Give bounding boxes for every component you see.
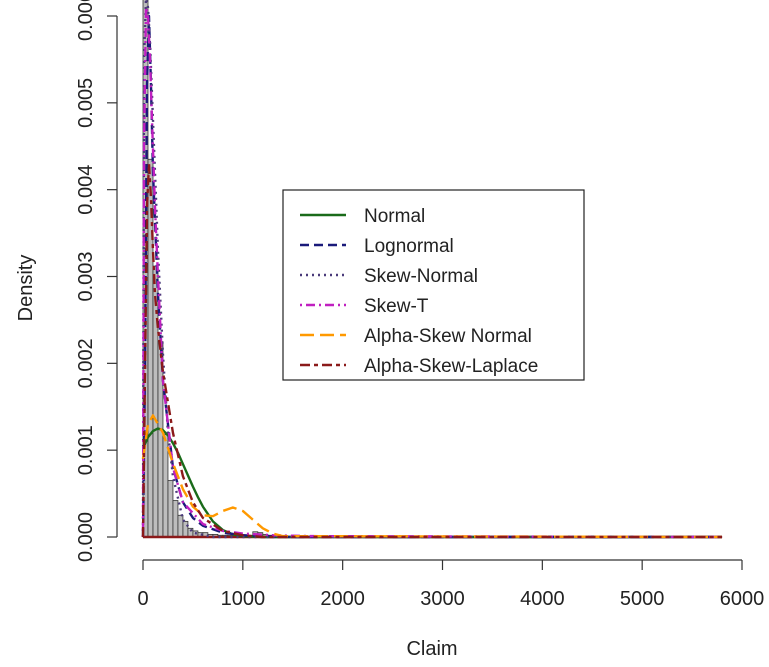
y-tick-label: 0.006	[75, 0, 97, 41]
density-curve-skew-t	[141, 6, 723, 539]
density-curve-skew-normal	[141, 0, 723, 539]
density-curve-alpha-skew-laplace	[141, 162, 723, 539]
histogram-bar	[177, 514, 184, 538]
legend-label: Skew-T	[364, 296, 429, 317]
x-tick-label: 3000	[420, 588, 465, 610]
density-curve-normal	[141, 427, 723, 539]
legend-label: Lognormal	[364, 236, 454, 257]
x-axis-label: Claim	[406, 638, 457, 660]
y-tick-label: 0.003	[75, 251, 97, 301]
legend-label: Alpha-Skew Normal	[364, 326, 532, 347]
y-axis: 0.000 0.001 0.002 0.003 0.004 0.005 0.006	[75, 0, 118, 562]
density-curve-alpha-skew-normal	[141, 414, 723, 539]
histogram-bar	[172, 500, 179, 538]
x-tick-label: 5000	[620, 588, 665, 610]
x-ticks: 0 1000 2000 3000 4000 5000 6000	[137, 560, 764, 610]
y-tick-label: 0.005	[75, 78, 97, 128]
x-tick-label: 0	[137, 588, 148, 610]
legend-items: Normal Lognormal Skew-Normal Skew-T Alpha-Sk…	[300, 206, 538, 377]
x-tick-label: 2000	[320, 588, 365, 610]
legend: Normal Lognormal Skew-Normal Skew-T Alpha-Sk…	[282, 189, 585, 381]
legend-label: Alpha-Skew-Laplace	[364, 356, 538, 377]
histogram-bar	[167, 480, 174, 538]
density-curves	[141, 0, 723, 539]
y-ticks: 0.000 0.001 0.002 0.003 0.004 0.005 0.006	[75, 0, 117, 562]
legend-box	[282, 189, 585, 381]
histogram-bar	[152, 265, 159, 538]
x-tick-label: 4000	[520, 588, 565, 610]
x-tick-label: 6000	[720, 588, 765, 610]
y-tick-label: 0.002	[75, 338, 97, 388]
y-axis-label: Density	[15, 255, 37, 322]
y-tick-label: 0.001	[75, 425, 97, 475]
histogram-bar	[162, 434, 169, 538]
x-tick-label: 1000	[221, 588, 266, 610]
legend-label: Normal	[364, 206, 425, 227]
legend-label: Skew-Normal	[364, 266, 478, 287]
histogram-bar	[182, 520, 189, 538]
x-axis: 0 1000 2000 3000 4000 5000 6000	[137, 559, 764, 610]
y-tick-label: 0.000	[75, 512, 97, 562]
density-curve-lognormal	[141, 14, 723, 539]
y-tick-label: 0.004	[75, 165, 97, 215]
